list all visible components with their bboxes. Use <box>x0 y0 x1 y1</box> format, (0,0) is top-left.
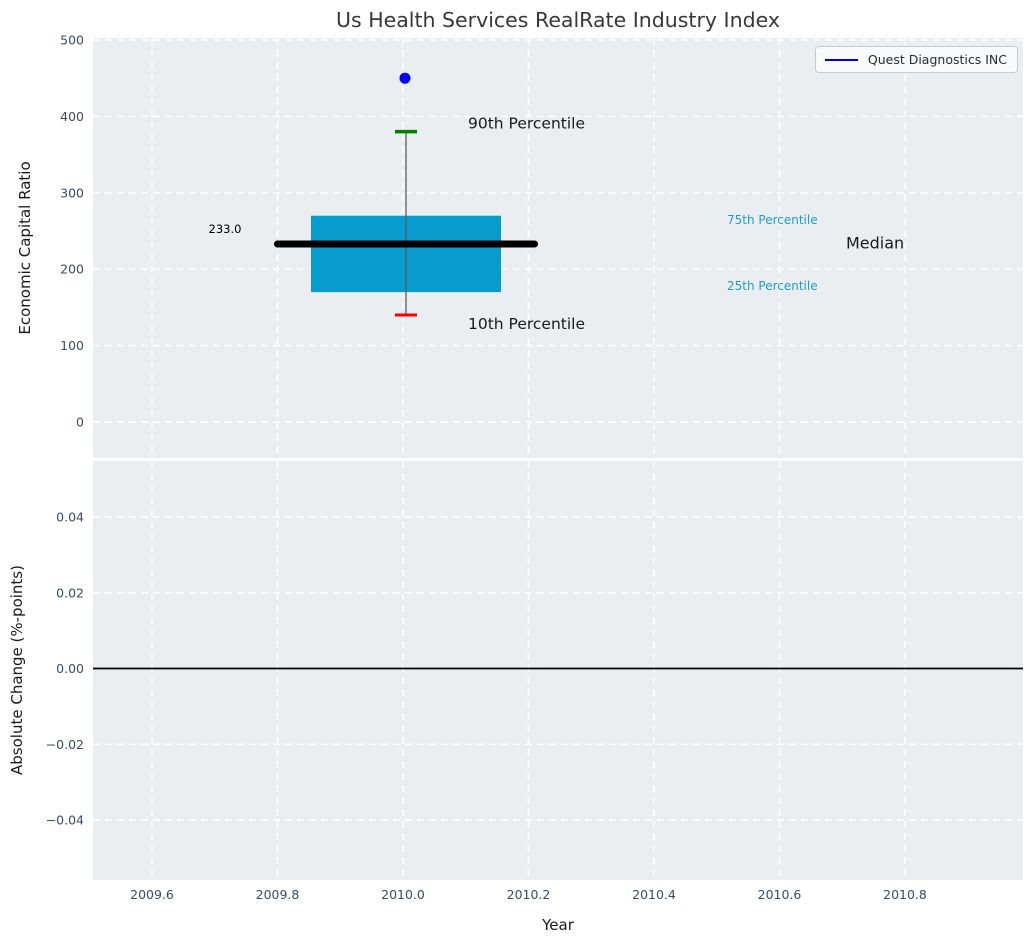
x-tick-label: 2010.4 <box>632 887 676 902</box>
annotation-p90-label: 90th Percentile <box>468 115 585 133</box>
annotation-median-value: 233.0 <box>209 222 242 236</box>
annotation-p25-label: 25th Percentile <box>727 279 818 293</box>
upper-panel-background <box>93 38 1023 458</box>
lower-y-tick-label: −0.04 <box>46 813 84 828</box>
upper-y-tick-label: 100 <box>60 338 84 353</box>
lower-y-tick-label: 0.02 <box>56 585 84 600</box>
lower-panel-background <box>93 461 1023 880</box>
annotation-p10-label: 10th Percentile <box>468 315 585 333</box>
upper-y-axis-label: Economic Capital Ratio <box>16 161 34 334</box>
legend-entry-label: Quest Diagnostics INC <box>867 52 1007 67</box>
upper-y-tick-label: 200 <box>60 262 84 277</box>
upper-y-tick-label: 300 <box>60 185 84 200</box>
upper-y-tick-label: 500 <box>60 33 84 48</box>
lower-y-tick-label: −0.02 <box>46 737 84 752</box>
x-tick-label: 2010.2 <box>507 887 551 902</box>
x-tick-label: 2009.6 <box>130 887 174 902</box>
legend-line-swatch <box>824 58 858 61</box>
upper-y-tick-label: 0 <box>76 415 84 430</box>
x-tick-label: 2010.8 <box>883 887 927 902</box>
upper-y-tick-label: 400 <box>60 109 84 124</box>
x-tick-label: 2010.0 <box>381 887 425 902</box>
x-axis-label: Year <box>541 916 575 934</box>
annotation-p75-label: 75th Percentile <box>727 213 818 227</box>
lower-y-axis-label: Absolute Change (%-points) <box>8 565 26 775</box>
lower-y-tick-label: 0.00 <box>56 661 84 676</box>
x-tick-label: 2010.6 <box>758 887 802 902</box>
chart-title: Us Health Services RealRate Industry Ind… <box>336 8 780 32</box>
x-tick-label: 2009.8 <box>256 887 300 902</box>
lower-y-tick-label: 0.04 <box>56 510 84 525</box>
legend: Quest Diagnostics INC <box>814 46 1018 73</box>
annotation-median-label: Median <box>846 233 904 252</box>
quest-diagnostics-marker <box>399 72 411 84</box>
